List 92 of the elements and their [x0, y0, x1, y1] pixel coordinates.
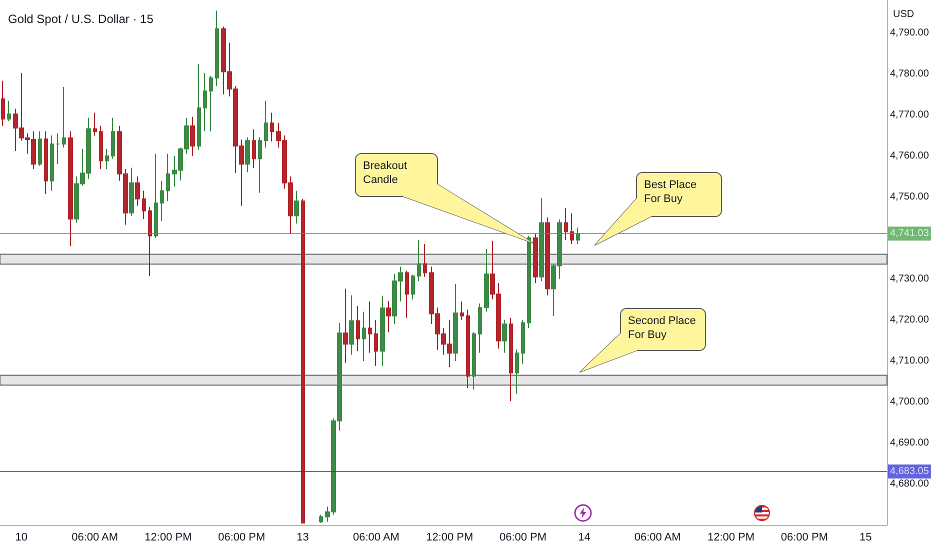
- candlestick: [99, 125, 103, 170]
- ref-line-label: 4,683.05: [890, 466, 930, 477]
- candlestick: [362, 311, 366, 362]
- annotation: Second Place For Buy: [620, 308, 706, 348]
- x-tick-label: 14: [578, 532, 590, 544]
- candlestick: [1, 80, 5, 126]
- candlestick: [270, 112, 274, 142]
- x-tick-label: 13: [296, 532, 309, 544]
- candlestick: [502, 319, 507, 354]
- candlestick: [466, 309, 470, 389]
- x-tick-label: 06:00 AM: [72, 532, 118, 544]
- text: Gold Spot / U.S. Dollar · 15: [8, 12, 154, 26]
- annotation: Best Place For Buy: [643, 178, 698, 207]
- candlestick: [197, 63, 201, 150]
- candlestick: [478, 303, 482, 354]
- candlestick: [521, 319, 525, 364]
- candlestick: [349, 294, 354, 356]
- candlestick: [515, 348, 519, 394]
- candlestick: [7, 100, 11, 122]
- candlestick: [44, 130, 48, 195]
- y-tick-label: 4,690.00: [890, 437, 930, 448]
- candlestick: [301, 198, 305, 524]
- candlestick: [258, 136, 262, 194]
- candlestick: [38, 130, 42, 166]
- x-tick-label: 06:00 PM: [218, 532, 266, 544]
- candlestick: [417, 239, 421, 282]
- candlestick: [245, 136, 250, 173]
- y-tick-label: 4,720.00: [890, 314, 930, 326]
- x-tick-label: 12:00 PM: [144, 532, 192, 544]
- candlestick: [105, 148, 109, 170]
- y-tick-label: 4,730.00: [890, 273, 930, 284]
- candlestick: [50, 134, 54, 192]
- candlestick: [319, 514, 323, 524]
- candlestick: [252, 128, 256, 169]
- candlestick: [203, 72, 207, 132]
- candlestick: [215, 10, 219, 87]
- candlestick: [294, 190, 299, 224]
- candlestick: [570, 212, 574, 245]
- candlestick: [142, 190, 146, 220]
- candlestick: [264, 100, 268, 148]
- candlestick: [564, 207, 568, 240]
- candlestick: [166, 153, 170, 202]
- candlestick: [576, 227, 580, 245]
- y-axis-title: USD: [893, 9, 914, 20]
- candlestick: [368, 300, 372, 354]
- candlestick: [411, 274, 415, 300]
- candlestick: [129, 167, 134, 216]
- y-tick-label: 4,680.00: [890, 478, 930, 490]
- candlestick: [545, 216, 550, 296]
- candlestick: [380, 295, 385, 366]
- candlestick: [209, 75, 213, 132]
- candlestick: [111, 117, 115, 160]
- candlestick: [135, 176, 140, 206]
- candlestick: [56, 132, 60, 165]
- y-tick-label: 4,790.00: [890, 27, 930, 38]
- y-tick-label: 4,780.00: [890, 68, 930, 80]
- y-tick-label: 4,710.00: [890, 355, 930, 366]
- candlestick: [343, 288, 348, 364]
- x-tick-label: 06:00 PM: [499, 532, 547, 544]
- candlestick: [386, 300, 391, 333]
- y-tick-label: 4,760.00: [890, 150, 930, 162]
- candlestick: [453, 283, 458, 362]
- candlestick: [148, 206, 152, 277]
- candlestick: [160, 180, 164, 222]
- y-tick-label: 4,700.00: [890, 396, 930, 408]
- candlestick: [93, 112, 97, 136]
- candlestick: [527, 235, 531, 329]
- candlestick: [190, 116, 195, 156]
- x-tick-label: 06:00 AM: [634, 532, 681, 544]
- candlestick: [484, 248, 489, 312]
- y-tick-label: 4,770.00: [890, 109, 930, 120]
- y-tick-label: 4,750.00: [890, 191, 930, 202]
- candlestick: [423, 244, 427, 278]
- x-tick-label: 06:00 AM: [352, 532, 400, 544]
- annotation: Breakout Candle: [355, 153, 438, 193]
- candlestick: [509, 317, 513, 402]
- x-tick-label: 12:00 PM: [707, 532, 755, 544]
- candlestick: [460, 300, 464, 320]
- candlestick: [356, 305, 360, 352]
- candlestick: [472, 332, 476, 390]
- candlestick: [539, 198, 544, 282]
- x-tick-label: 15: [859, 532, 872, 544]
- x-tick-label: 06:00 PM: [780, 532, 828, 544]
- candlestick: [533, 233, 538, 284]
- ref-line-label: 4,741.03: [890, 228, 930, 240]
- candlestick: [62, 86, 66, 148]
- candlestick: [68, 130, 73, 247]
- candlestick: [405, 270, 409, 318]
- x-tick-label: 12:00 PM: [426, 532, 474, 544]
- x-tick-label: 10: [15, 532, 28, 544]
- candlestick: [154, 153, 158, 238]
- candlestick: [374, 319, 378, 366]
